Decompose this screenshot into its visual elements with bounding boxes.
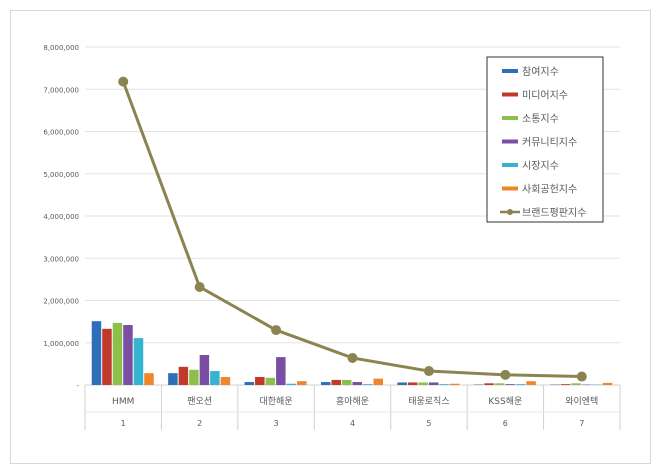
line-point xyxy=(500,369,511,380)
category-label: 대한해운 xyxy=(260,396,293,407)
line-point xyxy=(423,366,434,377)
y-tick-label: 1,000,000 xyxy=(43,340,79,348)
bar-사회공헌지수 xyxy=(373,378,383,385)
bar-미디어지수 xyxy=(407,382,418,385)
category-label: KSS해운 xyxy=(488,396,522,407)
y-tick-label: 2,000,000 xyxy=(43,298,79,306)
rank-label: 6 xyxy=(503,419,508,428)
bar-소통지수 xyxy=(342,379,352,385)
line-point xyxy=(194,281,205,292)
rank-label: 7 xyxy=(579,419,584,428)
bar-커뮤니티지수 xyxy=(352,382,362,385)
bar-소통지수 xyxy=(418,382,428,385)
bar-미디어지수 xyxy=(102,328,112,385)
category-label: HMM xyxy=(112,397,134,407)
bar-소통지수 xyxy=(265,377,276,385)
legend-label: 시장지수 xyxy=(522,160,559,172)
y-tick-label: 8,000,000 xyxy=(43,44,79,52)
bar-미디어지수 xyxy=(255,376,265,385)
bar-참여지수 xyxy=(244,382,255,385)
bar-커뮤니티지수 xyxy=(123,325,133,385)
bar-커뮤니티지수 xyxy=(276,357,286,385)
bar-사회공헌지수 xyxy=(602,382,613,385)
y-tick-label: 3,000,000 xyxy=(43,255,79,263)
bar-소통지수 xyxy=(494,383,505,385)
bar-커뮤니티지수 xyxy=(505,384,515,385)
legend-label: 사회공헌지수 xyxy=(522,184,577,196)
legend-swatch xyxy=(502,186,518,191)
bar-커뮤니티지수 xyxy=(199,355,210,385)
bar-커뮤니티지수 xyxy=(428,382,439,385)
y-tick-label: 6,000,000 xyxy=(43,129,79,137)
bar-미디어지수 xyxy=(331,379,341,385)
legend-swatch xyxy=(502,92,518,97)
bar-소통지수 xyxy=(189,369,199,385)
bar-소통지수 xyxy=(112,322,123,385)
bar-시장지수 xyxy=(133,338,144,385)
bar-참여지수 xyxy=(397,382,407,385)
line-point xyxy=(271,325,282,336)
line-point xyxy=(118,76,129,87)
bar-참여지수 xyxy=(321,382,331,385)
rank-label: 2 xyxy=(197,419,202,428)
y-tick-label: 4,000,000 xyxy=(43,213,79,221)
bar-시장지수 xyxy=(515,384,526,385)
bar-미디어지수 xyxy=(484,383,494,385)
line-point xyxy=(576,371,587,382)
bar-사회공헌지수 xyxy=(449,383,460,385)
y-tick-label: 7,000,000 xyxy=(43,86,79,94)
bar-사회공헌지수 xyxy=(144,373,154,385)
legend-swatch xyxy=(502,69,518,73)
rank-label: 3 xyxy=(274,419,279,428)
bar-참여지수 xyxy=(91,321,102,385)
y-tick-label: - xyxy=(76,382,79,390)
rank-label: 1 xyxy=(121,419,126,428)
rank-label: 5 xyxy=(426,419,431,428)
category-label: 흥아해운 xyxy=(336,395,369,407)
bar-미디어지수 xyxy=(178,366,189,385)
legend-label: 참여지수 xyxy=(522,66,559,78)
y-tick-label: 5,000,000 xyxy=(43,171,79,179)
bar-시장지수 xyxy=(210,371,220,385)
legend-swatch xyxy=(502,116,518,120)
chart-frame xyxy=(10,10,651,464)
bar-시장지수 xyxy=(363,384,373,385)
legend-marker xyxy=(507,209,513,215)
bar-소통지수 xyxy=(571,383,581,385)
category-label: 팬오션 xyxy=(187,396,212,407)
bar-참여지수 xyxy=(168,373,178,385)
legend-label: 미디어지수 xyxy=(522,90,568,102)
bar-시장지수 xyxy=(439,384,449,385)
category-label: 태웅로직스 xyxy=(408,396,449,407)
bar-사회공헌지수 xyxy=(297,381,307,385)
legend-label: 브랜드평판지수 xyxy=(522,207,586,219)
line-point xyxy=(347,352,358,363)
legend-swatch xyxy=(502,163,518,167)
rank-label: 4 xyxy=(350,419,355,428)
bar-사회공헌지수 xyxy=(220,376,231,385)
legend-label: 소통지수 xyxy=(522,113,559,125)
bar-미디어지수 xyxy=(560,384,571,385)
bar-시장지수 xyxy=(286,383,297,385)
legend-swatch xyxy=(502,139,518,144)
bar-사회공헌지수 xyxy=(526,381,536,385)
legend-label: 커뮤니티지수 xyxy=(522,137,577,149)
category-label: 와이엔텍 xyxy=(565,395,598,407)
